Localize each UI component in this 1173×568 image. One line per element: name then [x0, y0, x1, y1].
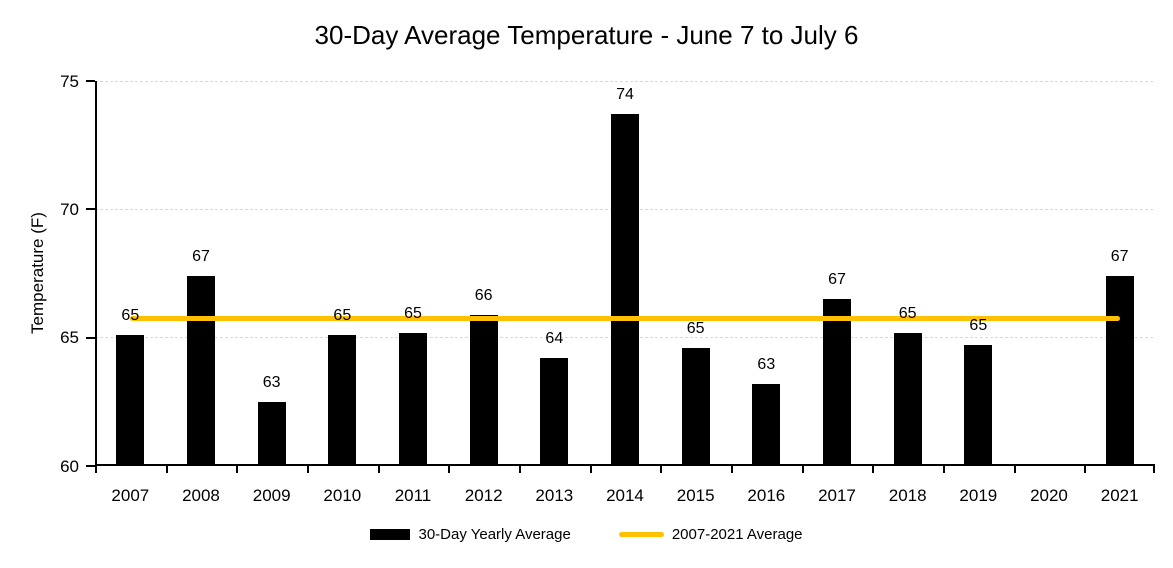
- bar-2011: [399, 332, 427, 466]
- bar-2015: [681, 347, 710, 466]
- bar-value-label-2016: 63: [757, 355, 776, 373]
- bar-2021: [1105, 276, 1134, 466]
- y-tick-label-65: 65: [60, 328, 79, 348]
- x-tick-1: [165, 466, 168, 473]
- bar-value-label-2019: 65: [969, 317, 988, 335]
- bar-2016: [752, 383, 781, 466]
- x-category-label-2017: 2017: [818, 486, 856, 505]
- bar-value-label-2012: 66: [474, 286, 493, 304]
- x-category-label-2019: 2019: [959, 486, 998, 505]
- bar-value-label-2008: 67: [192, 248, 210, 266]
- x-category-label-2010: 2010: [323, 486, 362, 505]
- x-tick-7: [589, 466, 592, 473]
- y-tick-label-60: 60: [60, 456, 79, 476]
- x-tick-12: [943, 466, 945, 473]
- bar-value-label-2010: 65: [333, 307, 352, 325]
- legend-item-overall-average: 2007-2021 Average: [618, 526, 803, 543]
- bar-2012: [469, 314, 498, 466]
- bar-value-label-2018: 65: [898, 304, 917, 322]
- x-category-label-2013: 2013: [535, 486, 574, 505]
- legend-item-yearly-average: 30-Day Yearly Average: [370, 526, 571, 543]
- average-line: [130, 315, 1120, 321]
- y-axis-title: Temperature (F): [28, 212, 47, 334]
- x-tick-2: [236, 466, 239, 473]
- bar-value-label-2007: 65: [121, 307, 140, 325]
- y-tick-65: [86, 336, 95, 339]
- x-tick-15: [1153, 466, 1155, 473]
- legend: 30-Day Yearly Average 2007-2021 Average: [0, 526, 1173, 543]
- legend-label-overall-average: 2007-2021 Average: [671, 526, 803, 543]
- chart-title: 30-Day Average Temperature - June 7 to J…: [314, 20, 859, 50]
- x-category-label-2011: 2011: [394, 486, 432, 505]
- bar-value-label-2009: 63: [262, 373, 281, 391]
- bar-2009: [257, 401, 286, 466]
- x-tick-13: [1013, 466, 1016, 473]
- x-category-label-2014: 2014: [606, 486, 644, 505]
- bar-value-label-2021: 67: [1110, 248, 1129, 266]
- y-tick-70: [86, 208, 95, 211]
- y-tick-75: [86, 80, 95, 82]
- x-tick-11: [872, 466, 875, 473]
- y-tick-label-75: 75: [60, 71, 79, 91]
- x-axis-line: [95, 464, 1155, 466]
- line-series-swatch: [618, 532, 664, 537]
- x-category-label-2018: 2018: [888, 486, 927, 505]
- bar-value-label-2015: 65: [686, 319, 705, 337]
- x-tick-14: [1084, 466, 1087, 473]
- bar-2019: [964, 345, 993, 466]
- bar-2014: [611, 114, 639, 466]
- x-category-label-2016: 2016: [747, 486, 786, 505]
- bar-value-label-2011: 65: [404, 304, 422, 322]
- bar-2007: [116, 335, 145, 466]
- x-category-label-2007: 2007: [111, 486, 150, 505]
- y-axis-line: [95, 81, 97, 466]
- bar-2010: [328, 335, 357, 466]
- x-category-label-2021: 2021: [1100, 486, 1139, 505]
- legend-label-yearly-average: 30-Day Yearly Average: [418, 526, 571, 543]
- x-tick-5: [448, 466, 451, 473]
- bar-2008: [187, 276, 215, 466]
- plot-area: 60 65 70 75 2007 2008 2009 2010 2011 2012 2013 2014…: [60, 72, 1155, 505]
- x-category-label-2012: 2012: [464, 486, 503, 505]
- bar-2013: [540, 358, 569, 466]
- x-tick-9: [731, 466, 733, 473]
- x-tick-0: [95, 466, 97, 473]
- x-category-label-2015: 2015: [676, 486, 715, 505]
- bar-value-label-2017: 67: [828, 271, 846, 289]
- x-tick-8: [660, 466, 663, 473]
- y-tick-60: [86, 465, 95, 467]
- bar-series-swatch: [370, 529, 411, 540]
- bar-value-label-2013: 64: [545, 330, 564, 348]
- x-tick-10: [801, 466, 804, 473]
- x-tick-4: [377, 466, 380, 473]
- x-category-label-2008: 2008: [182, 486, 220, 505]
- x-tick-6: [519, 466, 521, 473]
- x-category-label-2009: 2009: [252, 486, 291, 505]
- x-tick-3: [307, 466, 309, 473]
- bar-value-label-2014: 74: [616, 86, 634, 104]
- x-category-label-2020: 2020: [1030, 486, 1068, 505]
- gridline-75: [95, 80, 1155, 82]
- bar-2017: [823, 299, 851, 466]
- bar-2018: [893, 332, 922, 466]
- y-tick-label-70: 70: [60, 199, 79, 219]
